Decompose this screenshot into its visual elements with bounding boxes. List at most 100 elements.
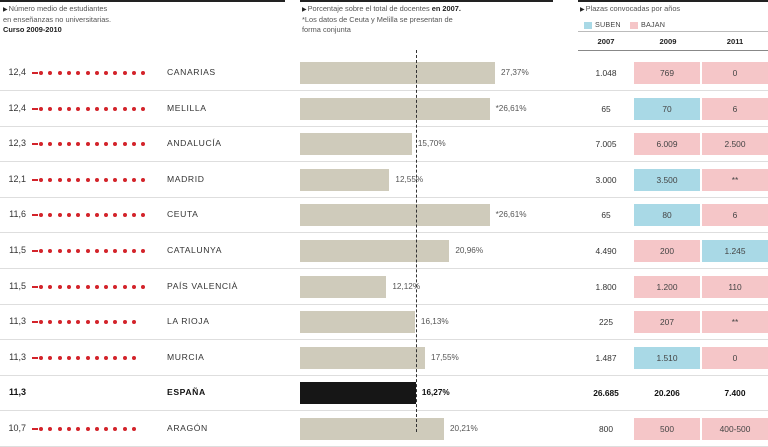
legend-up-swatch — [584, 22, 592, 29]
plazas-2007: 3.000 — [595, 174, 617, 185]
student-dot — [76, 71, 81, 75]
student-dot — [76, 106, 81, 111]
percentage-header-note2: forma conjunta — [302, 24, 351, 34]
student-value: 12,4 — [8, 102, 26, 113]
student-dot — [132, 106, 136, 111]
region-name: CEUTA — [167, 209, 199, 220]
student-dot — [76, 320, 81, 325]
row-divider — [0, 339, 768, 341]
student-dot — [66, 71, 71, 75]
row-divider — [0, 161, 768, 163]
student-dot — [76, 177, 81, 182]
student-dot — [48, 71, 53, 75]
percentage-label: 16,27% — [421, 388, 450, 398]
student-dot — [104, 284, 109, 289]
plazas-2009: 769 — [634, 62, 700, 84]
student-dot — [85, 213, 90, 218]
student-dot — [85, 427, 90, 431]
student-dot — [132, 177, 136, 182]
student-dot — [122, 284, 127, 289]
row-divider — [0, 196, 768, 198]
plazas-2009: 200 — [634, 240, 700, 262]
dot-lead-mark — [32, 321, 38, 324]
students-header-line3: Curso 2009-2010 — [3, 24, 62, 34]
mid-header-rule — [300, 0, 553, 2]
student-dot — [132, 213, 136, 218]
student-dot — [122, 71, 127, 75]
student-dot — [132, 355, 136, 360]
student-dots — [32, 426, 152, 432]
percentage-label: *26,61% — [495, 210, 527, 220]
student-dots — [32, 355, 152, 361]
plazas-2011: ** — [702, 311, 768, 334]
student-dot — [104, 355, 109, 360]
percentage-bar — [300, 240, 450, 262]
legend-rule — [578, 31, 768, 32]
plazas-2009: 80 — [634, 204, 700, 227]
student-dots — [32, 284, 152, 290]
column-2007: 2007 — [597, 37, 615, 46]
plazas-header: ▶Plazas convocadas por años — [580, 4, 768, 15]
plazas-2009: 6.009 — [634, 133, 700, 156]
student-dot — [85, 320, 90, 325]
plazas-2007: 65 — [601, 210, 611, 221]
plazas-2009: 500 — [634, 418, 700, 440]
column-rule — [578, 50, 768, 51]
row-divider — [0, 374, 768, 376]
student-value: 12,3 — [8, 138, 26, 149]
average-line — [415, 50, 417, 432]
student-dot — [94, 142, 99, 147]
percentage-header-note: *Los datos de Ceuta y Melilla se present… — [302, 15, 453, 25]
plazas-2007: 225 — [599, 317, 613, 328]
student-dot — [113, 142, 118, 147]
percentage-bar — [300, 62, 495, 84]
dot-lead-mark — [32, 428, 38, 430]
student-dot — [132, 71, 136, 75]
student-dot — [66, 355, 71, 360]
student-dot — [48, 213, 53, 218]
student-dot — [104, 320, 109, 325]
region-name: ESPAÑA — [167, 387, 206, 398]
student-dot — [48, 142, 53, 147]
plazas-header-title: Plazas convocadas por años — [585, 4, 681, 13]
student-dot — [104, 106, 109, 111]
percentage-header-line1: Porcentaje sobre el total de docentes — [307, 4, 432, 13]
percentage-label: 12,12% — [392, 281, 421, 291]
student-dot — [48, 355, 53, 360]
plazas-2011: 110 — [702, 275, 768, 298]
student-dot — [39, 177, 43, 182]
dot-lead-mark — [32, 250, 38, 252]
student-value: 12,1 — [8, 173, 26, 184]
student-dot — [48, 320, 53, 325]
percentage-label: *26,61% — [495, 103, 527, 113]
percentage-label: 20,21% — [449, 424, 478, 433]
arrow-icon: ▶ — [580, 7, 585, 13]
student-dot — [39, 106, 43, 111]
region-name: PAÍS VALENCIÀ — [167, 280, 239, 291]
row-divider — [0, 232, 768, 234]
student-value: 12,4 — [8, 67, 26, 77]
left-header-rule — [0, 0, 285, 2]
arrow-icon: ▶ — [302, 7, 307, 13]
student-dot — [66, 213, 71, 218]
student-dot — [76, 142, 81, 147]
plazas-2007: 1.800 — [595, 281, 617, 292]
student-dot — [39, 320, 43, 325]
region-name: MURCIA — [167, 351, 205, 362]
percentage-label: 12,55% — [395, 174, 424, 184]
student-dot — [122, 177, 127, 182]
student-value: 11,3 — [8, 387, 26, 398]
student-dot — [57, 71, 62, 75]
percentage-label: 17,55% — [431, 352, 459, 362]
percentage-bar — [300, 168, 390, 191]
student-dot — [132, 427, 136, 431]
student-value: 11,6 — [9, 209, 26, 220]
student-dot — [94, 177, 99, 182]
student-dot — [39, 249, 43, 253]
student-dot — [104, 427, 109, 431]
student-dots — [32, 70, 152, 76]
row-divider — [0, 125, 768, 127]
student-dot — [122, 427, 127, 431]
plazas-2007: 4.490 — [595, 246, 617, 256]
region-name: MADRID — [167, 173, 205, 184]
